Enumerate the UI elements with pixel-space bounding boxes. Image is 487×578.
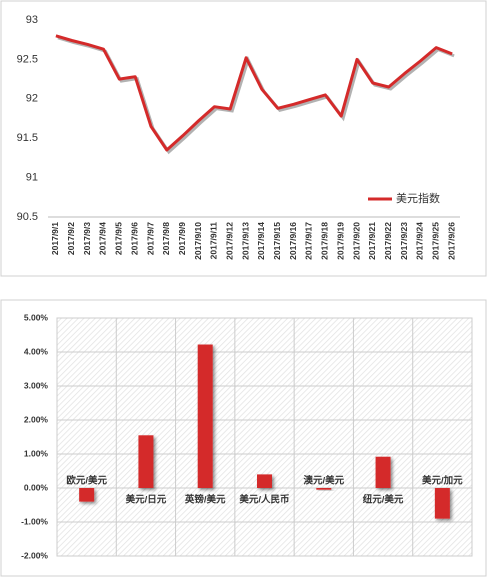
y-tick-label: 1.00% [24,448,49,458]
bar [434,488,450,519]
y-tick-label: 5.00% [24,312,49,322]
category-label: 纽元/美元 [363,494,404,506]
y-tick-label: 90.5 [17,211,38,223]
y-tick-label: 4.00% [24,346,49,356]
category-label: 英镑/美元 [185,494,226,506]
y-tick-label: -2.00% [21,550,48,560]
bar [316,488,332,490]
category-label: 欧元/美元 [66,475,107,487]
x-tick-label: 2017/9/2 [66,222,76,255]
x-tick-label: 2017/9/12 [224,222,234,260]
category-label: 澳元/美元 [303,475,344,487]
category-label: 美元/人民币 [238,494,290,506]
y-tick-label: 91 [26,172,38,184]
x-tick-label: 2017/9/11 [209,222,219,260]
x-tick-label: 2017/9/16 [288,222,298,260]
x-tick-label: 2017/9/6 [129,222,139,255]
y-tick-label: 93 [26,14,38,26]
x-tick-label: 2017/9/22 [383,222,393,260]
bar [375,456,391,488]
x-tick-label: 2017/9/7 [145,222,155,255]
bar [257,474,272,488]
bar [197,344,213,488]
x-tick-label: 2017/9/10 [193,222,203,260]
y-tick-label: 92 [26,93,38,105]
chart-frame [0,0,487,277]
y-tick-label: 91.5 [17,132,38,144]
x-tick-label: 2017/9/1 [50,222,60,255]
x-tick-label: 2017/9/14 [256,222,266,260]
x-tick-label: 2017/9/15 [272,222,282,260]
y-tick-label: 2.00% [24,414,49,424]
x-tick-label: 2017/9/24 [415,222,425,260]
x-tick-label: 2017/9/8 [161,222,171,255]
x-tick-label: 2017/9/5 [114,222,124,255]
y-tick-label: 3.00% [24,380,49,390]
x-tick-label: 2017/9/17 [304,222,314,260]
category-label: 美元/日元 [125,494,167,506]
x-tick-label: 2017/9/3 [82,222,92,255]
category-label: 美元/加元 [421,475,463,487]
x-tick-label: 2017/9/20 [351,222,361,260]
x-tick-label: 2017/9/18 [320,222,330,260]
y-tick-label: -1.00% [21,516,48,526]
legend-label: 美元指数 [396,191,440,205]
bar [138,435,154,488]
y-tick-label: 92.5 [17,53,38,65]
x-tick-label: 2017/9/9 [177,222,187,255]
x-tick-label: 2017/9/4 [98,222,108,255]
x-tick-label: 2017/9/21 [367,222,377,260]
series-line [55,34,453,152]
x-tick-label: 2017/9/26 [446,222,456,260]
y-tick-label: 0.00% [24,482,49,492]
x-tick-label: 2017/9/13 [240,222,250,260]
plot-area [56,317,473,557]
x-tick-label: 2017/9/23 [399,222,409,260]
x-tick-label: 2017/9/25 [430,222,440,260]
x-tick-label: 2017/9/19 [335,222,345,260]
bar [79,488,95,502]
